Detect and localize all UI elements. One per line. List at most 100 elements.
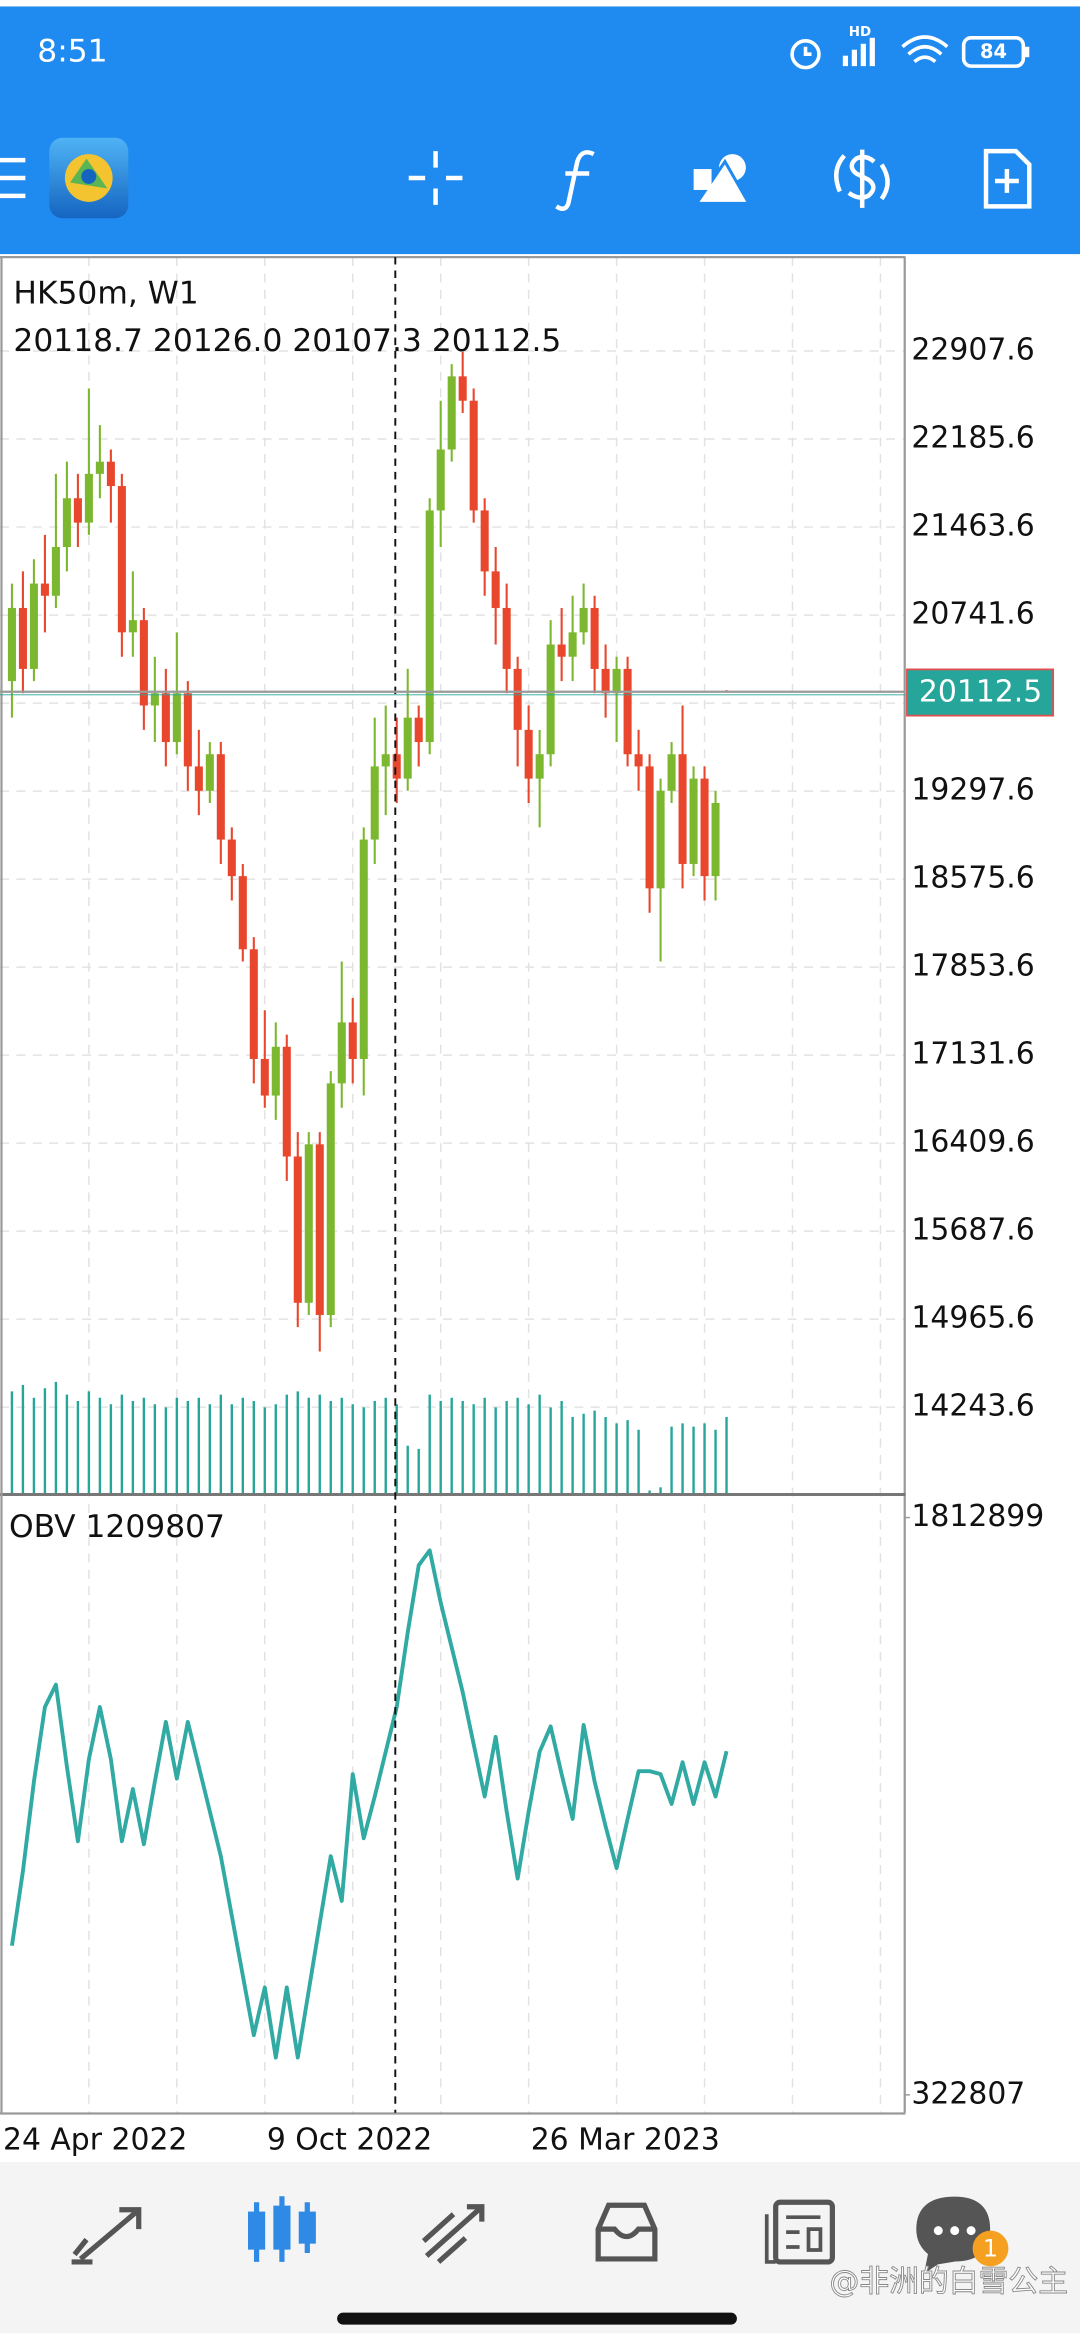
candle-body (95, 461, 104, 474)
candle-body (568, 632, 577, 657)
alarm-hands (803, 46, 812, 56)
chart-tab[interactable] (247, 2196, 316, 2262)
last-price-label: 20112.5 (919, 675, 1042, 710)
y-tick-label: 19297.6 (911, 773, 1034, 808)
indicator-line (10, 1548, 729, 2060)
crosshair-button[interactable] (408, 151, 463, 205)
indicator-title: OBV 1209807 (9, 1509, 225, 1545)
candle-body (436, 449, 445, 511)
candle-body (579, 607, 588, 633)
wifi-icon (901, 35, 949, 64)
quotes-tab[interactable] (71, 2207, 142, 2265)
candle-body (315, 1144, 324, 1315)
bottom-nav (0, 2161, 1080, 2334)
chat-dot (933, 2226, 943, 2236)
nav-icons (71, 2196, 991, 2274)
y-tick-label: 21463.6 (911, 509, 1034, 544)
candle-body (84, 473, 93, 523)
app-icon-dot (81, 169, 97, 184)
objects-button[interactable] (693, 154, 752, 205)
document-icon (983, 148, 1032, 209)
trade-tab[interactable] (421, 2204, 485, 2264)
chat-tab[interactable] (916, 2196, 991, 2274)
candle-body (18, 607, 27, 669)
app-icon[interactable] (49, 137, 129, 219)
history-tab[interactable] (595, 2202, 658, 2262)
candle-body (326, 1083, 335, 1315)
quotes-arrow-up (78, 2207, 142, 2261)
status-time: 8:51 (37, 34, 107, 70)
home-indicator (337, 2312, 737, 2325)
y-tick-label: 17131.6 (911, 1037, 1034, 1072)
candle-body (29, 583, 38, 669)
candle-body (337, 1022, 346, 1084)
x-tick-label: 26 Mar 2023 (531, 2123, 720, 2158)
chat-dot (950, 2226, 960, 2236)
chat-badge (972, 2230, 1009, 2267)
y-tick-label: 14965.6 (911, 1301, 1034, 1336)
y-tick-label: 17853.6 (911, 949, 1034, 984)
chat-dot (966, 2226, 976, 2236)
candle-body (678, 754, 687, 864)
y-tick-label: 16409.6 (911, 1125, 1034, 1160)
candle-body (502, 607, 511, 669)
candle-body (656, 790, 665, 889)
watermark: @非洲的白雪公主 (829, 2264, 1068, 2299)
candle-body (216, 754, 225, 840)
dollar-sign (847, 149, 876, 208)
x-tick-label: 9 Oct 2022 (267, 2123, 432, 2158)
candle-body (238, 876, 247, 950)
indicators-button[interactable] (555, 150, 595, 211)
candle-body (458, 376, 467, 401)
candle-body (645, 766, 654, 889)
quotes-arrow-down (71, 2237, 93, 2265)
candle-body (62, 498, 71, 548)
symbol-title: HK50m, W1 (13, 275, 198, 311)
chat-badge-count: 1 (983, 2235, 998, 2263)
battery-level: 84 (980, 40, 1007, 63)
news-page (773, 2199, 835, 2265)
plus-icon (994, 169, 1019, 193)
high-label: 20126.0 (153, 323, 283, 359)
trade-button[interactable] (834, 149, 890, 208)
battery-tip (1024, 46, 1030, 58)
y-tick-label: 14243.6 (911, 1389, 1034, 1424)
candle-body (590, 607, 599, 669)
menu-button[interactable] (0, 157, 26, 199)
candle-body (700, 778, 709, 877)
toolbar (0, 137, 1032, 219)
candle-body (150, 693, 159, 706)
candle-body (711, 802, 720, 877)
candle-body (634, 754, 643, 767)
candle-body (414, 717, 423, 743)
open-label: 20118.7 (13, 323, 143, 359)
battery-icon (961, 36, 1026, 68)
news-tab[interactable] (764, 2199, 835, 2265)
candle-body (194, 766, 203, 791)
chart-area (0, 255, 1080, 2162)
trade-lines (421, 2204, 485, 2264)
candle-body (7, 607, 16, 682)
y-tick-label: 22907.6 (911, 333, 1034, 368)
y-tick-label: 15687.6 (911, 1213, 1034, 1248)
last-price-box (906, 668, 1055, 717)
overlay: 20112.5 (0, 668, 1055, 717)
candle-body (73, 498, 82, 523)
y-tick-label: 20741.6 (911, 597, 1034, 632)
new-order-button[interactable] (983, 148, 1032, 209)
grid: 22907.622185.621463.620741.620019.619297… (0, 257, 1044, 2158)
trade-arrows (834, 154, 890, 201)
indicator-tick-label: 322807 (911, 2076, 1025, 2111)
candle-body (667, 754, 676, 791)
candle-body (524, 729, 533, 779)
y-tick-label: 18575.6 (911, 861, 1034, 896)
network-type: HD (849, 25, 871, 40)
ohlc-readout: 20118.7 20126.0 20107.3 20112.5 (13, 323, 561, 359)
candle-body (106, 461, 115, 487)
candle-body (128, 620, 137, 633)
chart-marks (7, 351, 731, 2060)
candle-body (370, 766, 379, 840)
candle-body (546, 644, 555, 755)
